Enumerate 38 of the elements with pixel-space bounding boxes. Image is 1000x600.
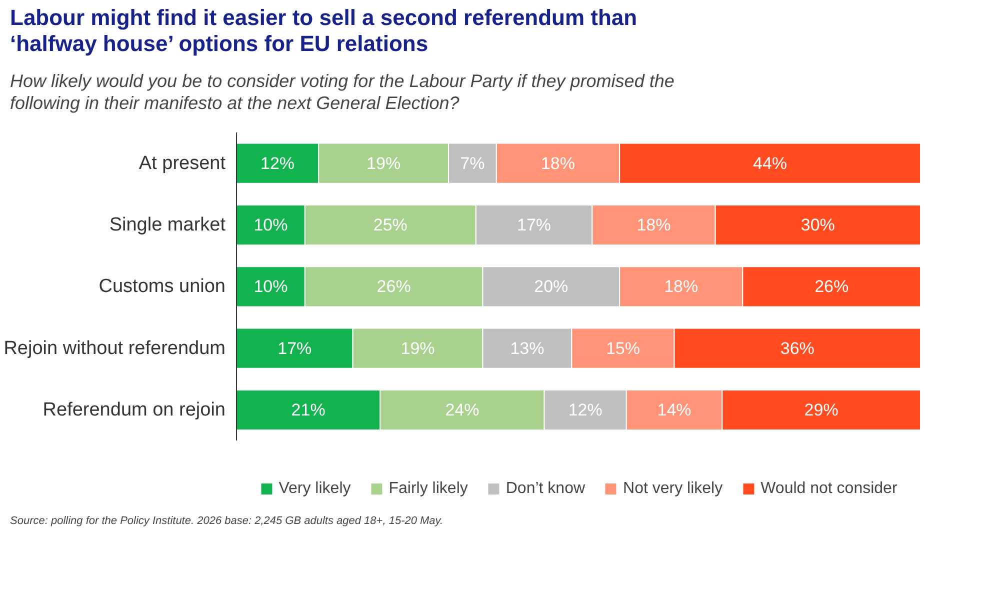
source-note: Source: polling for the Policy Institute. 2026 base: 2,245 GB adults aged 18+, 15-20 May.: [10, 514, 444, 529]
legend-label: Fairly likely: [388, 480, 468, 498]
chart-subtitle: How likely would you be to consider voting for the Labour Party if they promised the following in their manifesto at the next General Election?: [10, 70, 676, 115]
y-tick-label: Customs union: [98, 276, 226, 297]
data-label: 7%: [460, 154, 485, 173]
data-label: 13%: [510, 338, 544, 358]
data-label: 20%: [534, 276, 568, 296]
data-label: 15%: [606, 338, 640, 358]
data-label: 19%: [366, 154, 401, 173]
data-label: 44%: [753, 154, 788, 173]
y-tick-label: Referendum on rejoin: [42, 399, 226, 420]
data-label: 24%: [445, 400, 480, 420]
data-label: 25%: [373, 215, 408, 234]
legend-label: Would not consider: [760, 480, 898, 498]
data-label: 26%: [376, 276, 411, 296]
data-label: 12%: [568, 400, 602, 420]
legend-label: Very likely: [278, 480, 351, 498]
data-label: 26%: [814, 276, 849, 296]
data-label: 14%: [657, 400, 692, 420]
data-label: 18%: [636, 215, 671, 234]
data-label: 19%: [400, 338, 435, 358]
data-label: 36%: [780, 338, 814, 358]
data-label: 12%: [260, 154, 295, 173]
data-label: 29%: [804, 400, 838, 420]
data-label: 17%: [517, 215, 552, 234]
chart-title: Labour might find it easier to sell a second referendum than ‘halfway house’ options for EU relations: [10, 5, 638, 58]
data-label: 21%: [291, 400, 326, 420]
data-label: 18%: [664, 276, 698, 296]
data-label: 10%: [254, 276, 288, 296]
data-label: 18%: [540, 154, 575, 173]
legend-label: Not very likely: [623, 480, 723, 498]
y-tick-label: Rejoin without referendum: [4, 338, 226, 359]
y-tick-label: At present: [138, 152, 226, 174]
data-label: 10%: [254, 215, 288, 234]
legend-label: Don’t know: [506, 480, 586, 498]
data-label: 30%: [800, 215, 835, 234]
y-tick-label: Single market: [109, 214, 226, 236]
data-label: 17%: [278, 338, 312, 358]
